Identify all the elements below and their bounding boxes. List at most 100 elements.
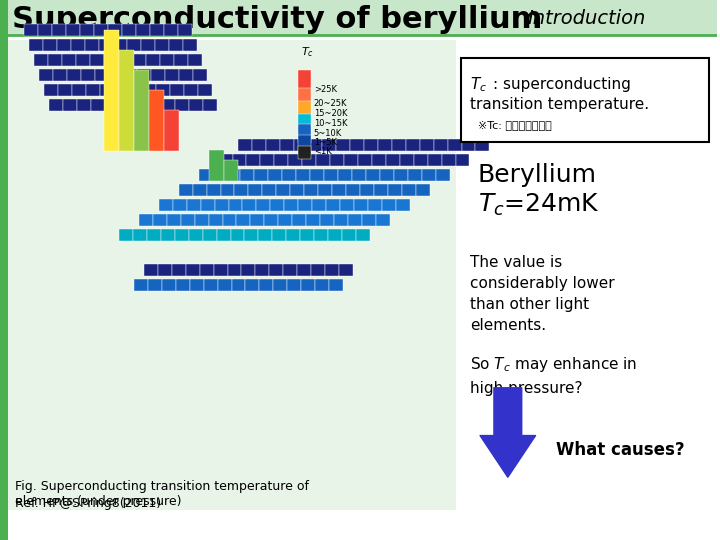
FancyBboxPatch shape bbox=[202, 98, 217, 111]
FancyBboxPatch shape bbox=[175, 228, 189, 240]
Text: $\it{T_c}$=24mK: $\it{T_c}$=24mK bbox=[478, 192, 600, 218]
FancyBboxPatch shape bbox=[189, 98, 202, 111]
FancyBboxPatch shape bbox=[348, 213, 362, 226]
FancyBboxPatch shape bbox=[422, 168, 436, 180]
FancyBboxPatch shape bbox=[81, 69, 95, 80]
FancyBboxPatch shape bbox=[386, 153, 400, 165]
FancyBboxPatch shape bbox=[165, 69, 179, 80]
FancyBboxPatch shape bbox=[280, 138, 294, 151]
FancyBboxPatch shape bbox=[58, 38, 71, 51]
FancyBboxPatch shape bbox=[67, 69, 81, 80]
FancyBboxPatch shape bbox=[298, 199, 312, 211]
FancyBboxPatch shape bbox=[207, 184, 220, 195]
FancyBboxPatch shape bbox=[108, 24, 122, 36]
Text: Introduction: Introduction bbox=[528, 10, 646, 29]
FancyBboxPatch shape bbox=[181, 213, 194, 226]
FancyBboxPatch shape bbox=[342, 228, 356, 240]
Text: 5~10K: 5~10K bbox=[314, 129, 342, 138]
FancyBboxPatch shape bbox=[155, 38, 168, 51]
FancyBboxPatch shape bbox=[322, 138, 336, 151]
FancyBboxPatch shape bbox=[336, 138, 350, 151]
Text: The value is
considerably lower
than other light
elements.: The value is considerably lower than oth… bbox=[470, 255, 615, 333]
FancyBboxPatch shape bbox=[298, 87, 311, 118]
FancyBboxPatch shape bbox=[172, 264, 186, 275]
FancyBboxPatch shape bbox=[134, 70, 149, 151]
FancyBboxPatch shape bbox=[128, 84, 142, 96]
FancyBboxPatch shape bbox=[168, 38, 183, 51]
FancyBboxPatch shape bbox=[199, 264, 214, 275]
FancyBboxPatch shape bbox=[0, 0, 8, 540]
FancyBboxPatch shape bbox=[189, 279, 204, 291]
FancyBboxPatch shape bbox=[127, 38, 141, 51]
FancyBboxPatch shape bbox=[433, 138, 448, 151]
FancyBboxPatch shape bbox=[284, 199, 298, 211]
Text: So $\it{T_c}$ may enhance in
high pressure?: So $\it{T_c}$ may enhance in high pressu… bbox=[470, 355, 637, 396]
FancyBboxPatch shape bbox=[201, 199, 215, 211]
FancyBboxPatch shape bbox=[283, 264, 297, 275]
FancyBboxPatch shape bbox=[308, 138, 322, 151]
FancyBboxPatch shape bbox=[90, 53, 104, 65]
FancyBboxPatch shape bbox=[113, 38, 127, 51]
FancyBboxPatch shape bbox=[238, 138, 253, 151]
FancyBboxPatch shape bbox=[298, 145, 311, 159]
FancyBboxPatch shape bbox=[314, 228, 328, 240]
FancyBboxPatch shape bbox=[217, 279, 232, 291]
FancyBboxPatch shape bbox=[340, 199, 354, 211]
FancyBboxPatch shape bbox=[99, 38, 113, 51]
FancyBboxPatch shape bbox=[193, 69, 207, 80]
FancyBboxPatch shape bbox=[382, 199, 396, 211]
FancyBboxPatch shape bbox=[246, 279, 259, 291]
FancyBboxPatch shape bbox=[301, 279, 315, 291]
FancyBboxPatch shape bbox=[372, 153, 386, 165]
FancyBboxPatch shape bbox=[350, 138, 364, 151]
FancyBboxPatch shape bbox=[334, 213, 348, 226]
FancyBboxPatch shape bbox=[269, 168, 282, 180]
Text: Superconductivity of beryllium: Superconductivity of beryllium bbox=[12, 4, 542, 33]
Text: $\it{T_c}$: $\it{T_c}$ bbox=[470, 76, 487, 94]
FancyBboxPatch shape bbox=[186, 199, 201, 211]
FancyBboxPatch shape bbox=[298, 113, 311, 134]
FancyBboxPatch shape bbox=[287, 279, 301, 291]
FancyBboxPatch shape bbox=[408, 168, 422, 180]
FancyBboxPatch shape bbox=[475, 138, 490, 151]
FancyBboxPatch shape bbox=[204, 279, 217, 291]
FancyBboxPatch shape bbox=[368, 199, 382, 211]
FancyBboxPatch shape bbox=[346, 184, 360, 195]
FancyBboxPatch shape bbox=[339, 264, 353, 275]
FancyBboxPatch shape bbox=[119, 228, 133, 240]
FancyBboxPatch shape bbox=[153, 213, 167, 226]
FancyBboxPatch shape bbox=[330, 153, 344, 165]
FancyBboxPatch shape bbox=[76, 53, 90, 65]
FancyBboxPatch shape bbox=[298, 134, 311, 151]
FancyBboxPatch shape bbox=[202, 228, 217, 240]
FancyBboxPatch shape bbox=[228, 199, 243, 211]
FancyBboxPatch shape bbox=[188, 53, 202, 65]
FancyBboxPatch shape bbox=[312, 199, 326, 211]
FancyBboxPatch shape bbox=[159, 199, 173, 211]
FancyBboxPatch shape bbox=[328, 228, 342, 240]
FancyBboxPatch shape bbox=[150, 24, 163, 36]
FancyBboxPatch shape bbox=[212, 168, 227, 180]
FancyBboxPatch shape bbox=[179, 69, 193, 80]
FancyBboxPatch shape bbox=[266, 138, 280, 151]
FancyBboxPatch shape bbox=[80, 24, 94, 36]
FancyBboxPatch shape bbox=[354, 199, 368, 211]
Text: transition temperature.: transition temperature. bbox=[470, 98, 649, 112]
FancyBboxPatch shape bbox=[352, 168, 366, 180]
FancyBboxPatch shape bbox=[43, 38, 58, 51]
Text: $T_c$: $T_c$ bbox=[301, 45, 314, 59]
FancyBboxPatch shape bbox=[104, 30, 119, 151]
FancyBboxPatch shape bbox=[241, 264, 256, 275]
FancyBboxPatch shape bbox=[158, 264, 172, 275]
FancyBboxPatch shape bbox=[174, 53, 188, 65]
FancyBboxPatch shape bbox=[209, 213, 222, 226]
FancyBboxPatch shape bbox=[296, 168, 310, 180]
FancyBboxPatch shape bbox=[142, 84, 156, 96]
FancyBboxPatch shape bbox=[139, 213, 153, 226]
FancyBboxPatch shape bbox=[388, 184, 402, 195]
FancyBboxPatch shape bbox=[178, 24, 192, 36]
FancyBboxPatch shape bbox=[176, 279, 189, 291]
FancyBboxPatch shape bbox=[105, 98, 119, 111]
FancyBboxPatch shape bbox=[48, 53, 62, 65]
FancyBboxPatch shape bbox=[272, 228, 287, 240]
